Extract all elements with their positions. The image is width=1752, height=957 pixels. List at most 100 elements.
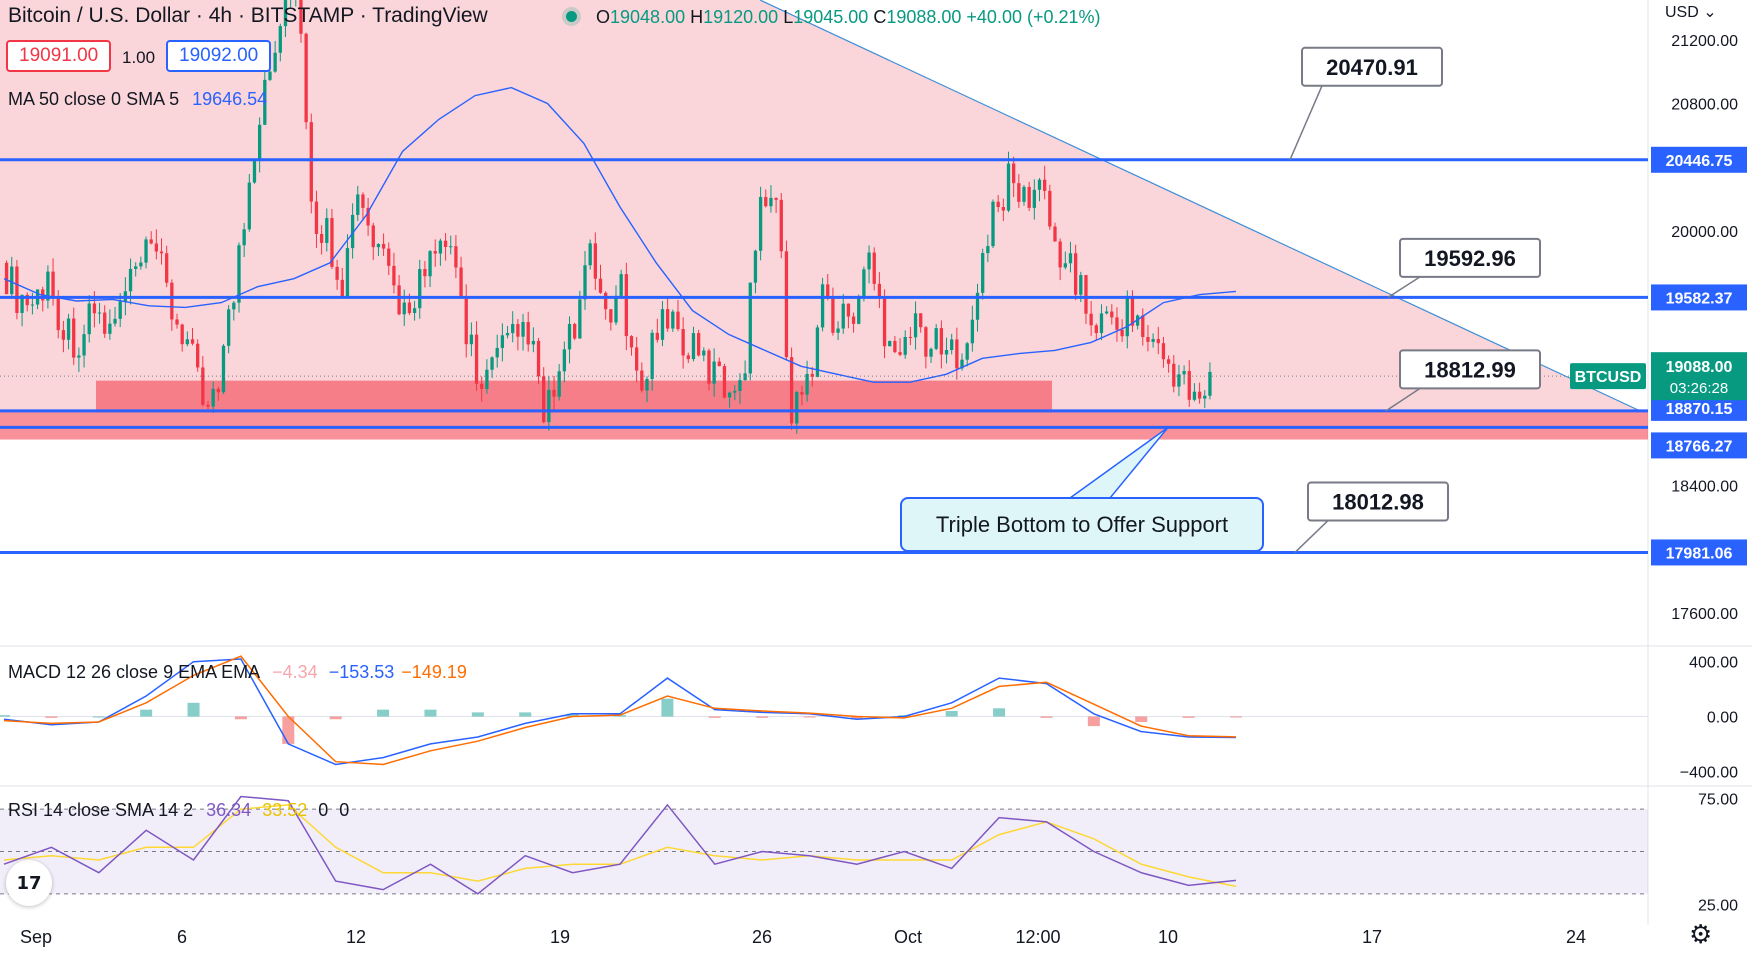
candle-body [748, 282, 752, 374]
macd-histogram-bar [708, 716, 721, 718]
candle-body [1172, 363, 1176, 387]
candle-body [51, 271, 55, 297]
buy-button[interactable]: 19092.00 [166, 40, 272, 72]
candle-body [820, 284, 825, 328]
market-open-dot-icon[interactable] [566, 11, 577, 22]
candle-body [273, 52, 277, 72]
candle-body [423, 269, 427, 277]
macd-value: −153.53 [328, 662, 395, 682]
macd-histogram-bar [424, 709, 437, 717]
candle-body [128, 268, 133, 292]
candle-body [604, 292, 608, 310]
rsi-axis-tick: 25.00 [1698, 897, 1738, 914]
candle-body [1073, 253, 1078, 295]
callout-price-label: 20470.91 [1326, 55, 1418, 80]
candle-body [459, 267, 463, 298]
horizontal-levels[interactable]: 20470.91 19592.96 18812.99 18012.98 Triple B… [0, 46, 1648, 554]
candle-body [505, 333, 510, 336]
candle-body [619, 274, 623, 296]
sell-button[interactable]: 19091.00 [6, 40, 112, 72]
candle-body [1135, 315, 1140, 326]
candle-body [252, 160, 257, 183]
candle-body [1130, 297, 1135, 326]
candle-body [1192, 391, 1197, 400]
candle-body [1063, 263, 1067, 268]
price-axis-tick: 20800.00 [1671, 97, 1738, 114]
rsi-legend[interactable]: RSI 14 close SMA 14 2 36.34 33.52 0 0 [8, 800, 350, 820]
candle-body [846, 303, 851, 317]
candle-body [356, 194, 360, 215]
low-value: 19045.00 [793, 7, 869, 27]
ma-legend[interactable]: MA 50 close 0 SMA 5 19646.54 [8, 89, 268, 109]
exchange: BITSTAMP [250, 4, 354, 27]
support-zone-box [96, 380, 1052, 413]
candle-body [1012, 163, 1016, 184]
candle-body [955, 339, 959, 369]
candle-body [325, 218, 329, 243]
macd-histogram-bar [0, 715, 10, 717]
candle-body [371, 225, 375, 248]
candle-body [397, 285, 401, 315]
indicator-lines [0, 86, 1648, 895]
countdown-timer: 03:26:28 [1670, 380, 1728, 397]
candle-body [826, 284, 830, 299]
candle-body [1110, 311, 1114, 318]
candle-body [227, 309, 231, 346]
candle-body [970, 319, 975, 344]
candle-body [180, 324, 184, 345]
candle-body [283, 0, 288, 27]
macd-histogram-bar [519, 712, 532, 717]
level-axis-tag-label: 17981.06 [1666, 545, 1733, 562]
price-axis-tick: 17600.00 [1671, 606, 1738, 623]
candle-body [975, 292, 980, 320]
macd-histogram-bar [661, 698, 674, 717]
rsi-extra-1: 0 [318, 800, 329, 820]
macd-histogram-bar [45, 716, 58, 718]
quantity[interactable]: 1.00 [122, 48, 156, 67]
tradingview-logo-icon[interactable]: 17 [6, 860, 52, 906]
candles [4, 0, 1212, 434]
candle-body [418, 269, 422, 309]
macd-legend[interactable]: MACD 12 26 close 9 EMA EMA −4.34 −153.53… [8, 662, 467, 682]
candle-body [635, 347, 639, 371]
high-value: 19120.00 [703, 7, 779, 27]
price-axis-tick: 21200.00 [1671, 33, 1738, 50]
symbol-name[interactable]: Bitcoin / U.S. Dollar [8, 4, 191, 27]
candle-body [996, 201, 1000, 208]
rsi-extra-2: 0 [339, 800, 350, 820]
rsi-line [3, 795, 1237, 895]
candle-body [10, 266, 14, 295]
candle-body [1197, 391, 1202, 399]
candle-body [779, 199, 783, 252]
gear-icon[interactable]: ⚙ [1689, 920, 1713, 950]
candle-body [722, 366, 727, 398]
candle-body [449, 246, 453, 248]
candle-body [1203, 395, 1207, 399]
current-price-tag [1651, 352, 1747, 401]
price-axis[interactable]: 21200.0020800.0020000.0019200.0018400.00… [1570, 33, 1747, 915]
candle-body [660, 309, 665, 340]
level-axis-tag-label: 18870.15 [1666, 401, 1733, 418]
candle-body [552, 389, 556, 397]
macd-histogram-bar [850, 716, 863, 720]
candle-body [30, 304, 35, 306]
candle-body [46, 271, 50, 301]
candle-body [547, 389, 551, 423]
currency-menu[interactable]: USD ⌄ [1665, 4, 1717, 21]
support-zone-band [0, 410, 1648, 440]
callout-price-label: 18012.98 [1332, 490, 1424, 515]
timeframe[interactable]: 4h [208, 4, 233, 27]
rsi-value: 36.34 [206, 800, 252, 820]
candle-body [412, 308, 417, 314]
time-axis-tick: 24 [1566, 927, 1586, 947]
candle-body [1068, 253, 1073, 264]
chevron-down-icon: ⌄ [1698, 4, 1717, 21]
chart-title[interactable]: Bitcoin / U.S. Dollar · 4h · BITSTAMP · … [8, 4, 488, 27]
level-axis-tag [1651, 284, 1747, 311]
macd-histogram-bar [377, 709, 390, 717]
time-axis[interactable]: Sep 6 12 19 26 Oct 12:00 10 17 24 [20, 927, 1586, 947]
candle-body [810, 373, 814, 377]
ohlc-values: O19048.00 H19120.00 L19045.00 C19088.00 … [596, 7, 1101, 27]
candle-body [707, 350, 711, 384]
